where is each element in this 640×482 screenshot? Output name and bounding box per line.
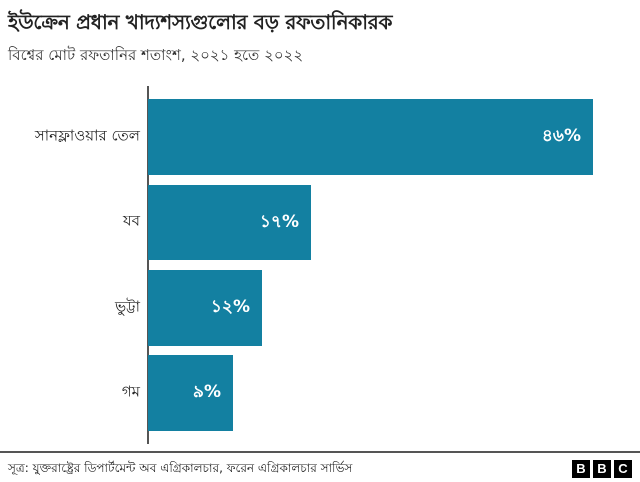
- bar-wheat: ৯%: [148, 355, 233, 431]
- bar-maize: ১২%: [148, 270, 262, 346]
- category-label: ভুট্টা: [115, 297, 140, 316]
- chart-title: ইউক্রেন প্রধান খাদ্যশস্যগুলোর বড় রফতানি…: [8, 10, 393, 34]
- logo-letter: B: [593, 460, 611, 478]
- bar-value-label: ১৭%: [259, 211, 299, 232]
- chart-subtitle: বিশ্বের মোট রফতানির শতাংশ, ২০২১ হতে ২০২২: [8, 46, 304, 64]
- bbc-logo: B B C: [572, 460, 632, 478]
- bar-sunflower-oil: ৪৬%: [148, 99, 593, 175]
- bar-value-label: ৪৬%: [541, 126, 581, 146]
- category-label: যব: [123, 211, 140, 230]
- source-note: সূত্র: যুক্তরাষ্ট্রের ডিপার্টমেন্ট অব এগ…: [8, 461, 353, 475]
- category-label: গম: [121, 382, 140, 401]
- y-axis-line: [147, 86, 149, 444]
- bar-value-label: ৯%: [192, 382, 221, 402]
- bar-barley: ১৭%: [148, 185, 311, 260]
- logo-letter: C: [614, 460, 632, 478]
- logo-letter: B: [572, 460, 590, 478]
- footer-divider: [0, 451, 640, 453]
- bar-value-label: ১২%: [210, 297, 250, 317]
- category-label: সানফ্লাওয়ার তেল: [34, 126, 140, 145]
